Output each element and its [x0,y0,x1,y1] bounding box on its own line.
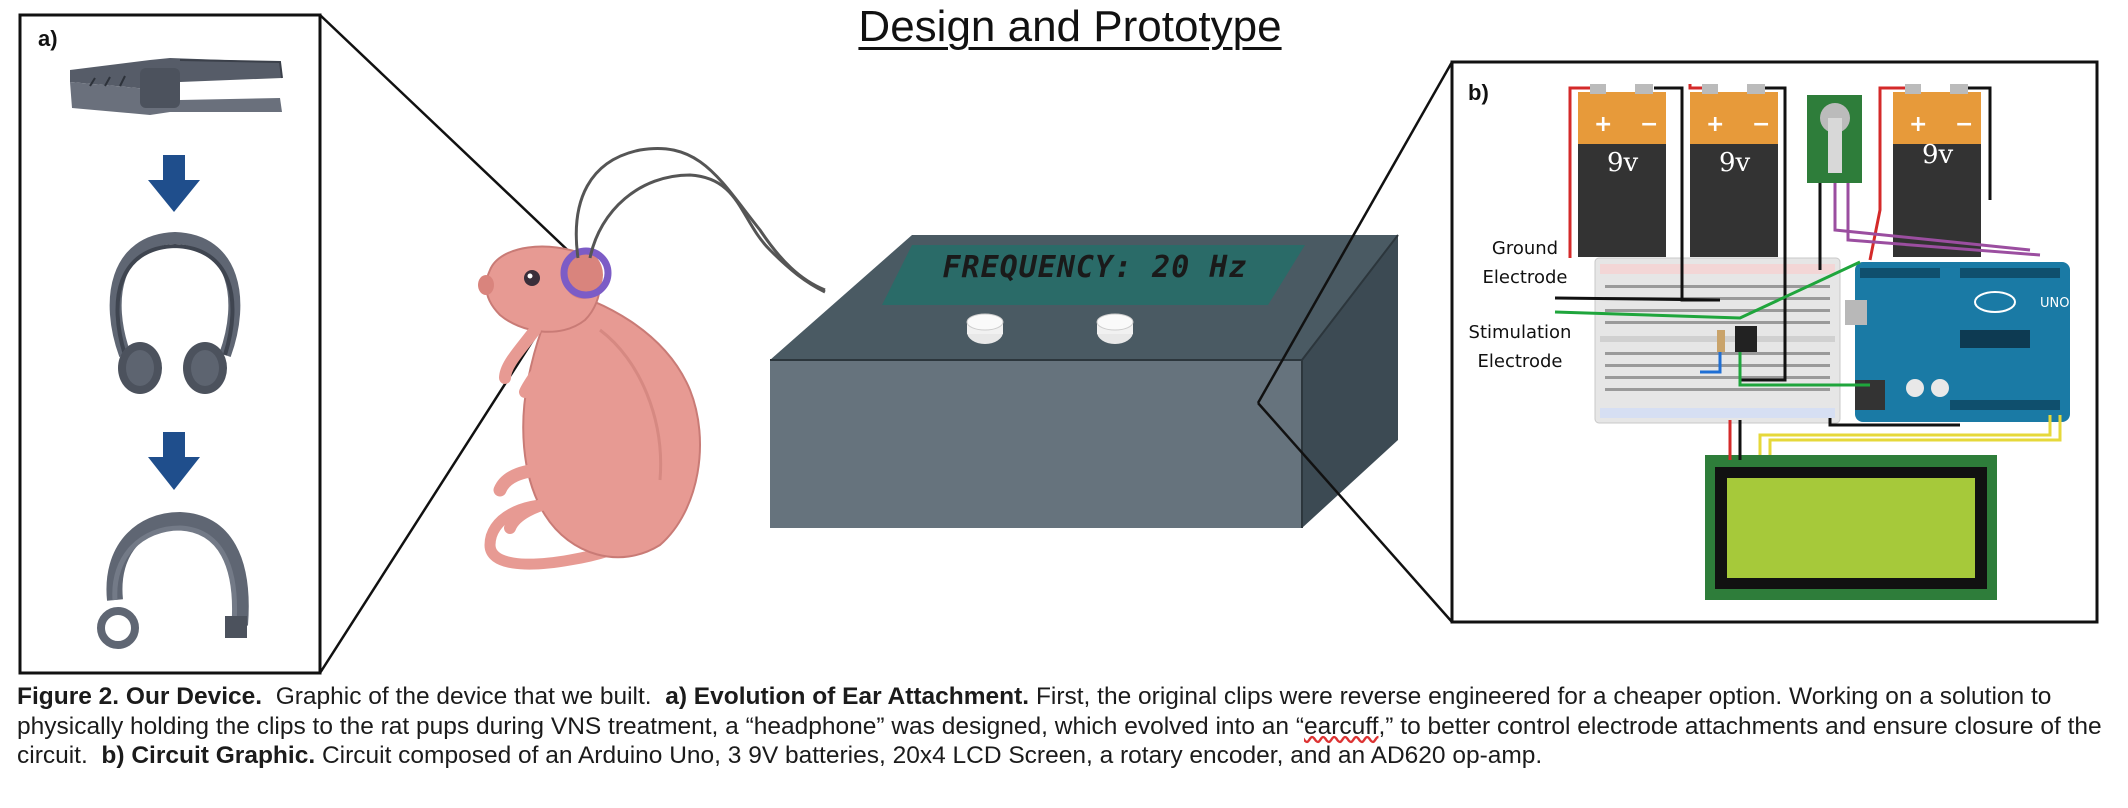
clip-icon [70,58,283,115]
figure-caption: Figure 2. Our Device. Graphic of the dev… [17,682,2117,771]
arduino-uno: UNO [1845,262,2070,422]
rat-pup-illustration [478,245,701,570]
battery-icon [1578,84,1666,257]
earcuff-icon [97,511,249,649]
caption-b-label: b) Circuit Graphic. [101,742,316,769]
battery-minus: − [1752,112,1771,137]
battery-minus: − [1640,112,1659,137]
device-display [882,245,1305,305]
device-display-text: FREQUENCY: 20 Hz [942,250,1248,285]
battery-label: 9v [1607,148,1639,178]
caption-figure-label: Figure 2. Our Device. [17,683,263,710]
zoom-line-b-top [1256,61,1454,404]
panel-b-frame [1450,60,2099,624]
figure-title: Design and Prototype [858,2,1282,51]
battery-plus: + [1706,112,1725,137]
panel-a-frame [18,13,322,675]
caption-a-label: a) Evolution of Ear Attachment. [665,683,1030,710]
panel-b-label: b) [1468,80,1489,105]
battery-plus: + [1594,112,1613,137]
svg-text:UNO: UNO [2040,296,2069,311]
caption-earcuff-word: earcuff [1304,712,1379,740]
caption-a-text: First, the original clips were reverse e… [17,683,2052,740]
battery-icon [1690,84,1778,257]
caption-a-text-end: ,” to better control electrode attachmen… [17,712,2102,770]
device-box [770,234,1399,528]
battery-minus: − [1955,112,1974,137]
zoom-line-b-bottom [1257,402,1453,623]
knob-icon [966,313,1004,344]
caption-b-text: Circuit composed of an Arduino Uno, 3 9V… [321,742,1543,769]
zoom-line-a-top [319,14,579,261]
knob-icon [1096,313,1134,344]
battery-plus: + [1909,112,1928,137]
ground-electrode-label: Ground Electrode [1482,238,1568,288]
battery-icon [1893,84,1981,257]
electrode-wire [574,147,826,292]
circuit-wires [1554,84,2062,460]
arrow-down-icon [148,432,200,490]
arrow-down-icon [148,155,200,212]
battery-label: 9v [1922,140,1954,170]
caption-figure-text: Graphic of the device that we built. [275,683,652,710]
electrode-wire [588,173,826,294]
battery-label: 9v [1719,148,1751,178]
stimulation-electrode-label: Stimulation Electrode [1468,322,1572,372]
panel-a-label: a) [38,26,58,51]
rotary-encoder [1807,95,1862,183]
resistor [1717,330,1725,352]
lcd-screen [1705,455,1997,600]
op-amp-chip [1735,326,1757,352]
headphone-icon [109,231,241,394]
